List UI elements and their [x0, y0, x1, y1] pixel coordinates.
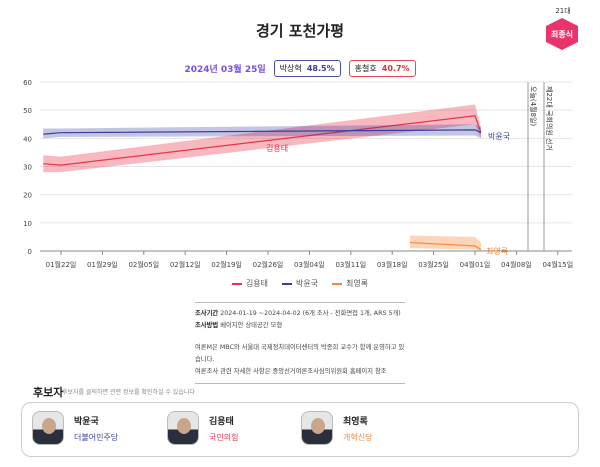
- leader-box-2: 홍철호 40.7%: [348, 60, 416, 77]
- election-round: 21대: [555, 7, 571, 15]
- candidate-card[interactable]: 박윤국 더불어민주당: [32, 411, 118, 445]
- y-tick-label: 0: [28, 248, 32, 256]
- x-tick-label: 04월01일: [460, 260, 491, 269]
- y-tick-label: 50: [23, 107, 32, 115]
- leader-name: 홍철호: [354, 64, 377, 73]
- chart-legend: 김용태 박윤국 최영록: [0, 278, 600, 289]
- legend-item: 최영록: [332, 278, 368, 289]
- confidence-band: [43, 104, 481, 173]
- candidate-card[interactable]: 김용태 국민의힘: [167, 411, 238, 445]
- leader-value: 40.7%: [381, 64, 410, 73]
- y-tick-label: 10: [23, 220, 32, 228]
- x-tick-label: 03월11일: [335, 260, 366, 269]
- candidate-list: 박윤국 더불어민주당 김용태 국민의힘 최영록 개혁신당: [21, 402, 579, 457]
- x-tick-label: 01월29일: [87, 260, 118, 269]
- y-tick-label: 30: [23, 164, 32, 172]
- x-tick-label: 02월19일: [211, 260, 242, 269]
- leader-box-1: 박상혁 48.5%: [273, 60, 341, 77]
- series-line: [43, 115, 482, 166]
- candidate-card[interactable]: 최영록 개혁신당: [301, 411, 372, 445]
- candidate-photo: [32, 411, 64, 445]
- y-tick-label: 40: [23, 135, 32, 143]
- x-tick-label: 04월15일: [542, 260, 573, 269]
- candidates-hint: 후보자를 클릭하면 관련 정보를 확인하실 수 있습니다: [62, 389, 195, 396]
- x-tick-label: 04월08일: [501, 260, 532, 269]
- survey-notes: 조사기간 2024-01-19 ~2024-04-02 (6개 조사 - 전화면…: [195, 302, 405, 384]
- annotation-label: 제22대 국회의원 선거: [545, 86, 554, 151]
- x-tick-label: 03월18일: [377, 260, 408, 269]
- page-title: 경기 포천가평: [255, 22, 345, 40]
- poll-trend-chart: 0 10 20 30 40 50 60 01월22일 01월29일 02월05일 02월12일 02월…: [23, 79, 573, 269]
- legend-item: 김용태: [231, 278, 268, 289]
- x-tick-label: 02월05일: [128, 260, 159, 269]
- x-tick-label: 03월25일: [418, 260, 449, 269]
- x-tick-label: 02월26일: [253, 260, 284, 269]
- x-tick-label: 02월12일: [170, 260, 201, 269]
- poll-summary: 2024년 03월 25일 박상혁 48.5% 홍철호 40.7%: [0, 60, 600, 77]
- candidate-photo: [301, 411, 333, 445]
- y-tick-label: 60: [23, 79, 32, 87]
- x-tick-label: 01월22일: [46, 260, 77, 269]
- series-label: 김용태: [266, 143, 288, 153]
- leader-name: 박상혁: [279, 64, 302, 73]
- confidence-band: [409, 235, 481, 251]
- y-tick-label: 20: [23, 192, 32, 200]
- x-tick-label: 03월04일: [294, 260, 325, 269]
- series-label: 최영록: [486, 246, 508, 256]
- poll-date: 2024년 03월 25일: [184, 65, 266, 75]
- candidate-photo: [167, 411, 199, 445]
- leader-value: 48.5%: [306, 64, 335, 73]
- series-line: [409, 241, 482, 251]
- candidates-heading: 후보자: [33, 386, 64, 399]
- series-line: [43, 129, 482, 135]
- legend-item: 박윤국: [281, 278, 318, 289]
- annotation-label: 오늘(4월8일): [529, 86, 538, 126]
- series-label: 박윤국: [488, 131, 510, 141]
